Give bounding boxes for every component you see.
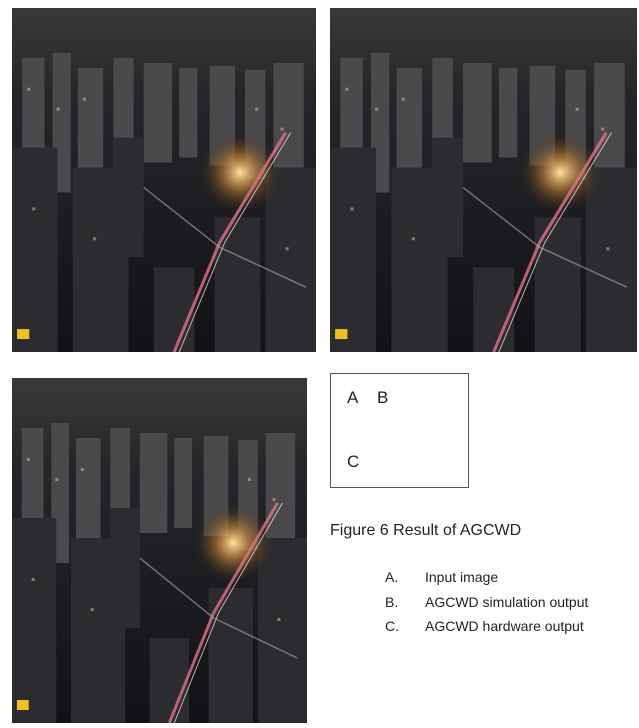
list-marker: C. <box>385 618 399 634</box>
simulation-output-image <box>330 8 637 352</box>
input-image <box>12 8 316 352</box>
box-label: C <box>347 452 360 471</box>
figure-caption: Figure 6 Result of AGCWD <box>330 522 522 539</box>
list-text: AGCWD simulation output <box>425 594 589 610</box>
list-text: AGCWD hardware output <box>425 618 584 634</box>
box-label: A <box>347 388 359 407</box>
list-text: Input image <box>425 569 499 585</box>
list-marker: A. <box>385 569 399 585</box>
box-label: B <box>377 388 389 407</box>
list-marker: B. <box>385 594 399 610</box>
hardware-output-image <box>12 378 307 723</box>
legend-box: A B C <box>330 373 469 488</box>
